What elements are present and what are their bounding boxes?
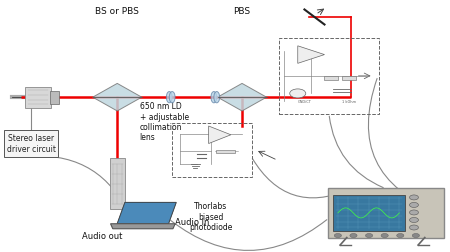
FancyBboxPatch shape [4, 130, 59, 157]
FancyBboxPatch shape [328, 188, 444, 238]
FancyBboxPatch shape [110, 158, 125, 209]
Text: Thorlabs
biased
photodiode: Thorlabs biased photodiode [189, 202, 233, 232]
Ellipse shape [211, 91, 217, 103]
Polygon shape [298, 46, 324, 63]
Polygon shape [217, 83, 266, 111]
Polygon shape [93, 83, 142, 111]
Text: GND/CT: GND/CT [297, 101, 311, 104]
Ellipse shape [214, 91, 220, 103]
Circle shape [410, 225, 418, 230]
Ellipse shape [166, 91, 172, 103]
Text: Audio out: Audio out [81, 232, 122, 241]
Circle shape [397, 234, 404, 238]
Text: 650 nm LD
+ adjustable
collimation
lens: 650 nm LD + adjustable collimation lens [140, 102, 189, 142]
Polygon shape [209, 126, 231, 144]
Ellipse shape [169, 91, 175, 103]
FancyBboxPatch shape [216, 149, 235, 152]
FancyBboxPatch shape [333, 195, 405, 231]
Text: PBS: PBS [234, 8, 251, 16]
Text: BS or PBS: BS or PBS [95, 8, 139, 16]
FancyBboxPatch shape [324, 76, 338, 80]
Circle shape [365, 234, 373, 238]
FancyBboxPatch shape [342, 76, 356, 80]
Circle shape [410, 202, 418, 207]
Text: Audio in: Audio in [175, 218, 210, 227]
Circle shape [290, 89, 306, 98]
Text: 1 kOhm: 1 kOhm [342, 101, 356, 104]
Circle shape [410, 217, 418, 223]
FancyBboxPatch shape [25, 87, 51, 108]
Text: Stereo laser
driver circuit: Stereo laser driver circuit [7, 134, 56, 154]
Circle shape [410, 210, 418, 215]
Polygon shape [117, 202, 176, 224]
Polygon shape [117, 202, 176, 224]
Circle shape [334, 234, 342, 238]
Circle shape [412, 234, 419, 238]
Polygon shape [111, 224, 175, 229]
FancyBboxPatch shape [50, 91, 59, 104]
Circle shape [410, 195, 418, 200]
Circle shape [381, 234, 388, 238]
Circle shape [350, 234, 357, 238]
